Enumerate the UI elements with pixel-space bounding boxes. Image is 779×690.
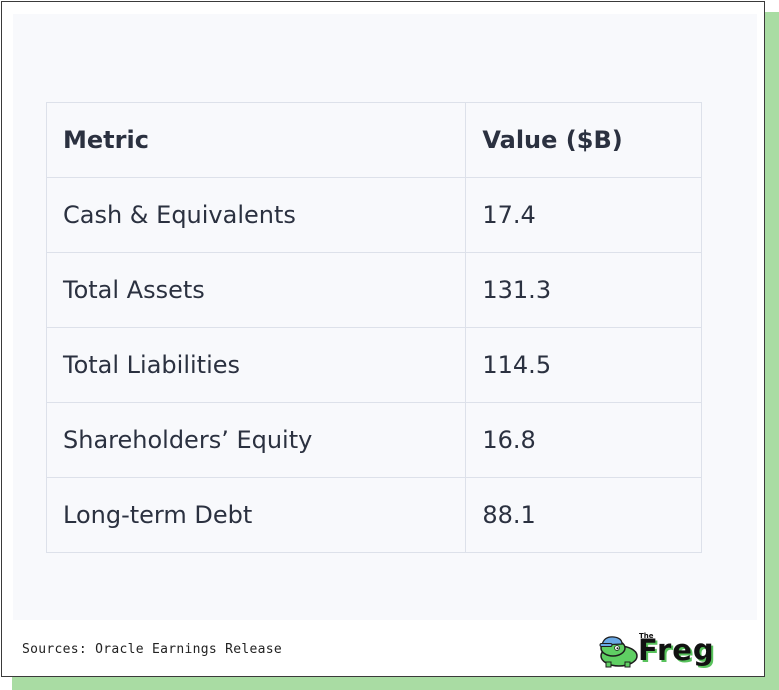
metric-cell: Total Liabilities	[45, 327, 467, 403]
sources-note: Sources: Oracle Earnings Release	[22, 642, 283, 657]
value-cell: 114.5	[465, 327, 702, 403]
table-row: Total Assets 131.3	[45, 252, 702, 328]
frog-mascot-icon	[599, 636, 638, 668]
table-row: Long-term Debt 88.1	[45, 477, 702, 553]
table-row: Shareholders’ Equity 16.8	[45, 402, 702, 478]
logo-wordmark: Freg	[638, 633, 715, 667]
logo-small-text: The	[639, 632, 654, 640]
value-cell: 16.8	[465, 402, 702, 478]
metric-cell: Shareholders’ Equity	[45, 402, 467, 478]
value-cell: 17.4	[465, 177, 702, 253]
table-header-row: Metric Value ($B)	[45, 102, 702, 178]
metric-cell: Total Assets	[45, 252, 467, 328]
metric-cell: Cash & Equivalents	[45, 177, 467, 253]
column-header-metric: Metric	[45, 102, 467, 178]
brand-logo: The Freg	[598, 630, 743, 670]
table-row: Cash & Equivalents 17.4	[45, 177, 702, 253]
card: Metric Value ($B) Cash & Equivalents 17.…	[1, 1, 765, 677]
value-cell: 88.1	[465, 477, 702, 553]
table-row: Total Liabilities 114.5	[45, 327, 702, 403]
metrics-table: Metric Value ($B) Cash & Equivalents 17.…	[45, 102, 702, 553]
metric-cell: Long-term Debt	[45, 477, 467, 553]
value-cell: 131.3	[465, 252, 702, 328]
column-header-value: Value ($B)	[465, 102, 702, 178]
